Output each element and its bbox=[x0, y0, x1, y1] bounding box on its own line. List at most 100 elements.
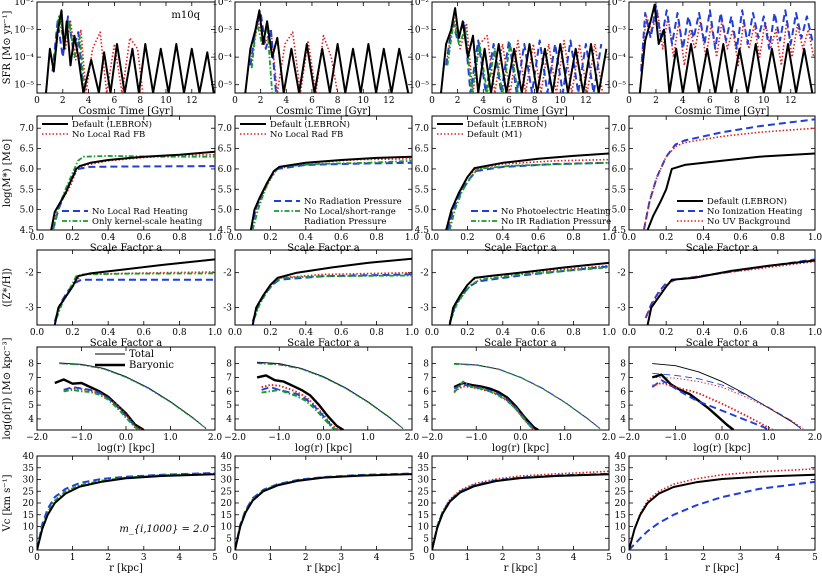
series-mstar-black bbox=[646, 152, 815, 230]
x-tick-label: 2.0 bbox=[602, 433, 617, 443]
y-tick-label: 35 bbox=[418, 464, 430, 474]
density-legend-label-0: Total bbox=[129, 349, 154, 360]
x-tick-label: 0 bbox=[34, 553, 40, 563]
series-vc-red bbox=[629, 468, 815, 550]
x-tick-label: 0.2 bbox=[65, 328, 79, 338]
y-tick-label: 15 bbox=[221, 511, 233, 521]
x-tick-label: 0.8 bbox=[566, 233, 581, 243]
y-tick-label: 10⁻⁴ bbox=[14, 53, 34, 63]
x-tick-label: 6 bbox=[506, 96, 512, 106]
y-tick-label: 4 bbox=[620, 415, 626, 425]
series-baryonic-red bbox=[652, 382, 774, 430]
series-total-blue bbox=[454, 363, 601, 429]
x-tick-label: 3 bbox=[141, 553, 147, 563]
legend-top-3-label-0: Default (LEBRON) bbox=[467, 119, 547, 130]
x-tick-label: 1 bbox=[663, 553, 669, 563]
x-tick-label: −2.0 bbox=[26, 433, 48, 443]
y-tick-label: 7 bbox=[28, 373, 34, 383]
y-tick-label: 10⁻⁵ bbox=[606, 81, 626, 91]
y-tick-label: 40 bbox=[418, 452, 430, 462]
x-axis-label: log(r) [kpc] bbox=[97, 443, 154, 454]
x-tick-label: 5 bbox=[212, 553, 218, 563]
x-tick-label: 0.4 bbox=[101, 328, 116, 338]
y-tick-label: 10 bbox=[221, 523, 233, 533]
series-vc-black bbox=[432, 473, 609, 550]
y-tick-label: 5 bbox=[226, 401, 232, 411]
x-tick-label: 0.4 bbox=[496, 328, 511, 338]
x-axis-label: r [kpc] bbox=[705, 563, 739, 574]
panel-frame-mstar-2 bbox=[234, 115, 413, 231]
x-tick-label: 0.2 bbox=[460, 328, 474, 338]
x-tick-label: 0.0 bbox=[119, 433, 134, 443]
y-tick-label: 8 bbox=[620, 360, 626, 370]
x-tick-label: 0.8 bbox=[771, 328, 786, 338]
y-tick-label: 10⁻⁴ bbox=[409, 53, 429, 63]
y-tick-label: 0 bbox=[226, 546, 232, 556]
x-tick-label: 8 bbox=[335, 96, 341, 106]
x-tick-label: 10 bbox=[358, 96, 370, 106]
panel-frame-vc-1 bbox=[36, 455, 216, 551]
x-tick-label: 10 bbox=[160, 96, 172, 106]
y-tick-label: 35 bbox=[615, 464, 627, 474]
x-tick-label: 0.4 bbox=[696, 233, 711, 243]
x-tick-label: 4 bbox=[680, 96, 686, 106]
x-tick-label: 4 bbox=[283, 96, 289, 106]
legend-top-3-label-1: Default (M1) bbox=[467, 129, 522, 140]
y-tick-label: 30 bbox=[23, 476, 35, 486]
x-axis-label: Scale Factor a bbox=[484, 243, 557, 254]
y-axis-label: log(M*) [M⊙] bbox=[2, 139, 13, 207]
y-tick-label: 10⁻⁵ bbox=[409, 81, 429, 91]
x-tick-label: 0.6 bbox=[733, 328, 748, 338]
panel-frame-density-1 bbox=[36, 346, 216, 431]
x-tick-label: 2 bbox=[653, 96, 659, 106]
y-tick-label: 15 bbox=[23, 511, 35, 521]
y-tick-label: 4 bbox=[423, 415, 429, 425]
x-tick-label: 0.4 bbox=[496, 233, 511, 243]
x-tick-label: 1 bbox=[268, 553, 274, 563]
y-tick-label: 15 bbox=[418, 511, 430, 521]
y-tick-label: 25 bbox=[221, 487, 233, 497]
x-tick-label: 5 bbox=[409, 553, 415, 563]
legend-bottom-2-label-0: No Radiation Pressure bbox=[304, 197, 402, 207]
x-tick-label: 1.0 bbox=[405, 233, 420, 243]
series-vc-red bbox=[432, 470, 609, 550]
x-tick-label: 1.0 bbox=[558, 433, 573, 443]
x-axis-label: Scale Factor a bbox=[686, 243, 759, 254]
series-mstar-black bbox=[445, 152, 609, 230]
x-tick-label: 4 bbox=[480, 96, 486, 106]
panel-frame-sfr-2 bbox=[234, 1, 413, 94]
series-vc-black bbox=[235, 473, 412, 550]
x-tick-label: 1.0 bbox=[808, 328, 822, 338]
x-tick-label: 0.0 bbox=[622, 328, 637, 338]
x-tick-label: 1.0 bbox=[208, 233, 223, 243]
x-axis-label: Cosmic Time [Gyr] bbox=[675, 106, 770, 117]
y-tick-label: 6.0 bbox=[20, 165, 35, 175]
y-axis-label: ⟨[Z*/H]⟩ bbox=[2, 268, 13, 308]
y-tick-label: 10⁻³ bbox=[14, 26, 34, 36]
series-sfr-green bbox=[250, 20, 274, 93]
y-tick-label: 7 bbox=[423, 373, 429, 383]
x-tick-label: 1.0 bbox=[361, 433, 376, 443]
x-tick-label: 0.2 bbox=[659, 233, 673, 243]
series-zstar-green bbox=[450, 266, 609, 319]
x-tick-label: 0.0 bbox=[30, 233, 45, 243]
y-tick-label: 5.0 bbox=[218, 206, 233, 216]
x-tick-label: 0.2 bbox=[263, 328, 277, 338]
series-zstar-black bbox=[53, 258, 215, 325]
panel-frame-sfr-4 bbox=[628, 1, 816, 94]
series-baryonic-black bbox=[453, 381, 539, 430]
y-tick-label: -3 bbox=[25, 304, 34, 314]
x-tick-label: 0.0 bbox=[228, 233, 243, 243]
legend-bottom-1-label-1: Only kernel-scale heating bbox=[92, 217, 203, 227]
x-tick-label: 0.6 bbox=[334, 233, 349, 243]
x-tick-label: 12 bbox=[580, 96, 591, 106]
y-tick-label: 40 bbox=[221, 452, 233, 462]
x-tick-label: 8 bbox=[137, 96, 143, 106]
panel-frame-vc-4 bbox=[628, 455, 816, 551]
series-baryonic-green bbox=[261, 388, 338, 430]
x-tick-label: 2 bbox=[455, 96, 461, 106]
y-tick-label: 5.0 bbox=[20, 206, 35, 216]
series-sfr-black bbox=[440, 7, 608, 93]
series-vc-black bbox=[37, 473, 215, 550]
x-tick-label: 1.0 bbox=[602, 328, 617, 338]
